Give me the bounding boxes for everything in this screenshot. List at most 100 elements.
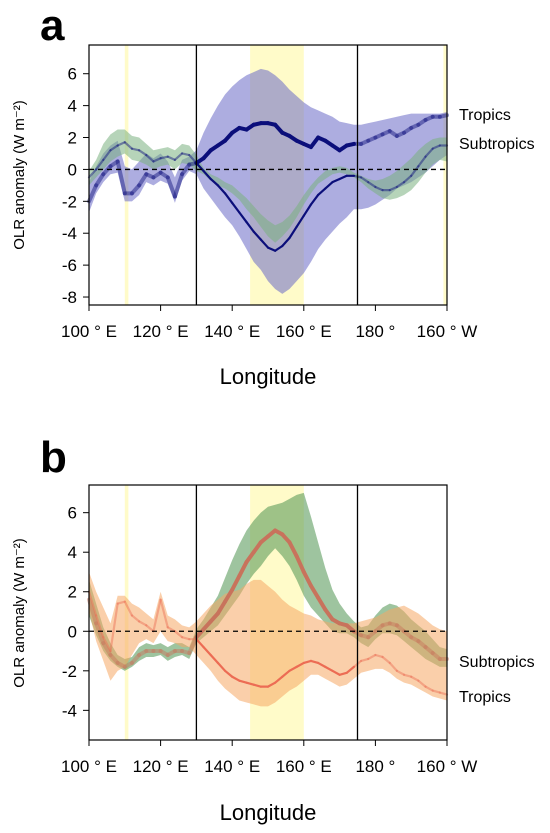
series-segment-tropics [144,172,156,180]
series-segment-tropics [288,665,298,672]
series-segment-subtropics [94,621,106,646]
plot-frame [88,44,448,306]
series-segment-tropics [231,675,241,682]
x-tick-label: 160 ° W [417,757,478,776]
series-segment-tropics [359,657,370,663]
series-segment-subtropics [180,152,191,157]
series-segment-tropics [309,659,320,665]
series-segment-subtropics [416,639,428,650]
series-segment-subtropics [266,246,277,252]
y-axis-label-b: OLR anomaly (W m⁻²) [11,538,28,688]
series-segment-subtropics [137,649,149,657]
series-segment-subtropics [317,187,327,197]
series-segment-tropics [101,164,113,177]
series-segment-tropics [180,162,192,177]
series-segment-tropics [281,669,291,678]
series-segment-subtropics [87,597,99,626]
series-segment-subtropics [252,230,262,241]
x-tick-label: 100 ° E [61,322,117,341]
y-tick-label: 4 [68,97,77,116]
series-segment-subtropics [387,621,399,628]
series-segment-tropics [388,661,398,672]
series-segment-subtropics [338,174,348,181]
series-segment-tropics [151,170,163,180]
series-segment-subtropics [102,149,112,161]
series-segment-tropics [402,125,414,135]
series-segment-tropics [94,172,106,188]
series-segment-subtropics [166,155,177,161]
series-segment-tropics [410,675,420,682]
x-axis-label-b: Longitude [220,800,317,825]
y-tick-label: -4 [62,224,77,243]
series-segment-tropics [438,691,449,696]
series-segment-tropics [295,661,305,668]
series-segment-tropics [108,159,120,169]
series-segment-tropics [402,673,413,678]
series-segment-tropics [138,620,148,627]
y-tick-label: -6 [62,256,77,275]
series-segment-tropics [344,141,356,148]
series-segment-subtropics [374,185,384,192]
series-segment-tropics [395,669,406,676]
series-segment-tropics [95,614,105,639]
series-segment-subtropics [424,147,434,158]
chart-b-lines [87,528,449,696]
series-segment-subtropics [158,649,170,657]
series-segment-tropics [87,590,98,617]
series-segment-subtropics [152,157,162,163]
series-segment-tropics [130,614,141,623]
series-segment-tropics [359,138,371,146]
series-segment-tropics [380,129,392,137]
series-segment-tropics [216,661,227,672]
series-segment-tropics [381,655,391,665]
series-segment-subtropics [274,244,284,252]
series-segment-subtropics [195,161,205,173]
series-segment-subtropics [244,550,256,565]
x-tick-label: 100 ° E [61,757,117,776]
series-segment-subtropics [373,623,385,634]
series-segment-tropics [152,598,162,633]
series-segment-subtropics [367,181,377,189]
series-segment-tropics [338,671,348,676]
series-segment-tropics [202,645,212,657]
series-segment-subtropics [209,177,219,187]
panel-label-a: a [40,1,65,50]
series-segment-subtropics [294,554,306,574]
x-tick-label: 140 ° E [204,322,260,341]
series-segment-subtropics [359,176,370,184]
series-segment-tropics [238,679,248,684]
panel-a: a -8 -6 -4 -2 0 2 4 6 100 ° E 120 ° E 140 ° E 160 °… [0,0,550,400]
series-segment-subtropics [430,651,442,661]
series-segment-tropics [416,117,428,127]
series-segment-tropics [345,665,356,674]
series-segment-subtropics [394,623,407,634]
series-segment-subtropics [309,193,320,206]
series-segment-tropics [159,598,169,629]
series-segment-subtropics [187,635,199,656]
series-segment-subtropics [138,149,148,157]
series-segment-tropics [367,653,377,661]
series-segment-tropics [145,624,155,633]
series-segment-subtropics [388,185,398,192]
x-tick-label: 180 ° [355,757,395,776]
series-segment-tropics [431,689,441,694]
chart-b-bands [89,492,447,707]
series-segment-subtropics [109,144,119,152]
y-tick-label: 6 [68,65,77,84]
series-segment-subtropics [215,599,228,616]
series-segment-subtropics [108,653,120,665]
series-segment-subtropics [245,220,255,233]
y-tick-label: -4 [62,701,77,720]
x-axis-label-a: Longitude [220,364,317,389]
series-segment-subtropics [145,153,155,163]
series-label-subtropics-a: Subtropics [459,136,535,153]
x-tick-label: 140 ° E [204,757,260,776]
series-segment-tropics [116,600,126,605]
x-tick-label: 160 ° E [276,322,332,341]
series-segment-subtropics [180,649,192,656]
series-segment-tropics [417,679,427,688]
series-segment-tropics [374,653,384,659]
confidence-band-subtropics [89,129,447,243]
series-segment-tropics [437,113,449,119]
series-segment-subtropics [417,155,427,168]
